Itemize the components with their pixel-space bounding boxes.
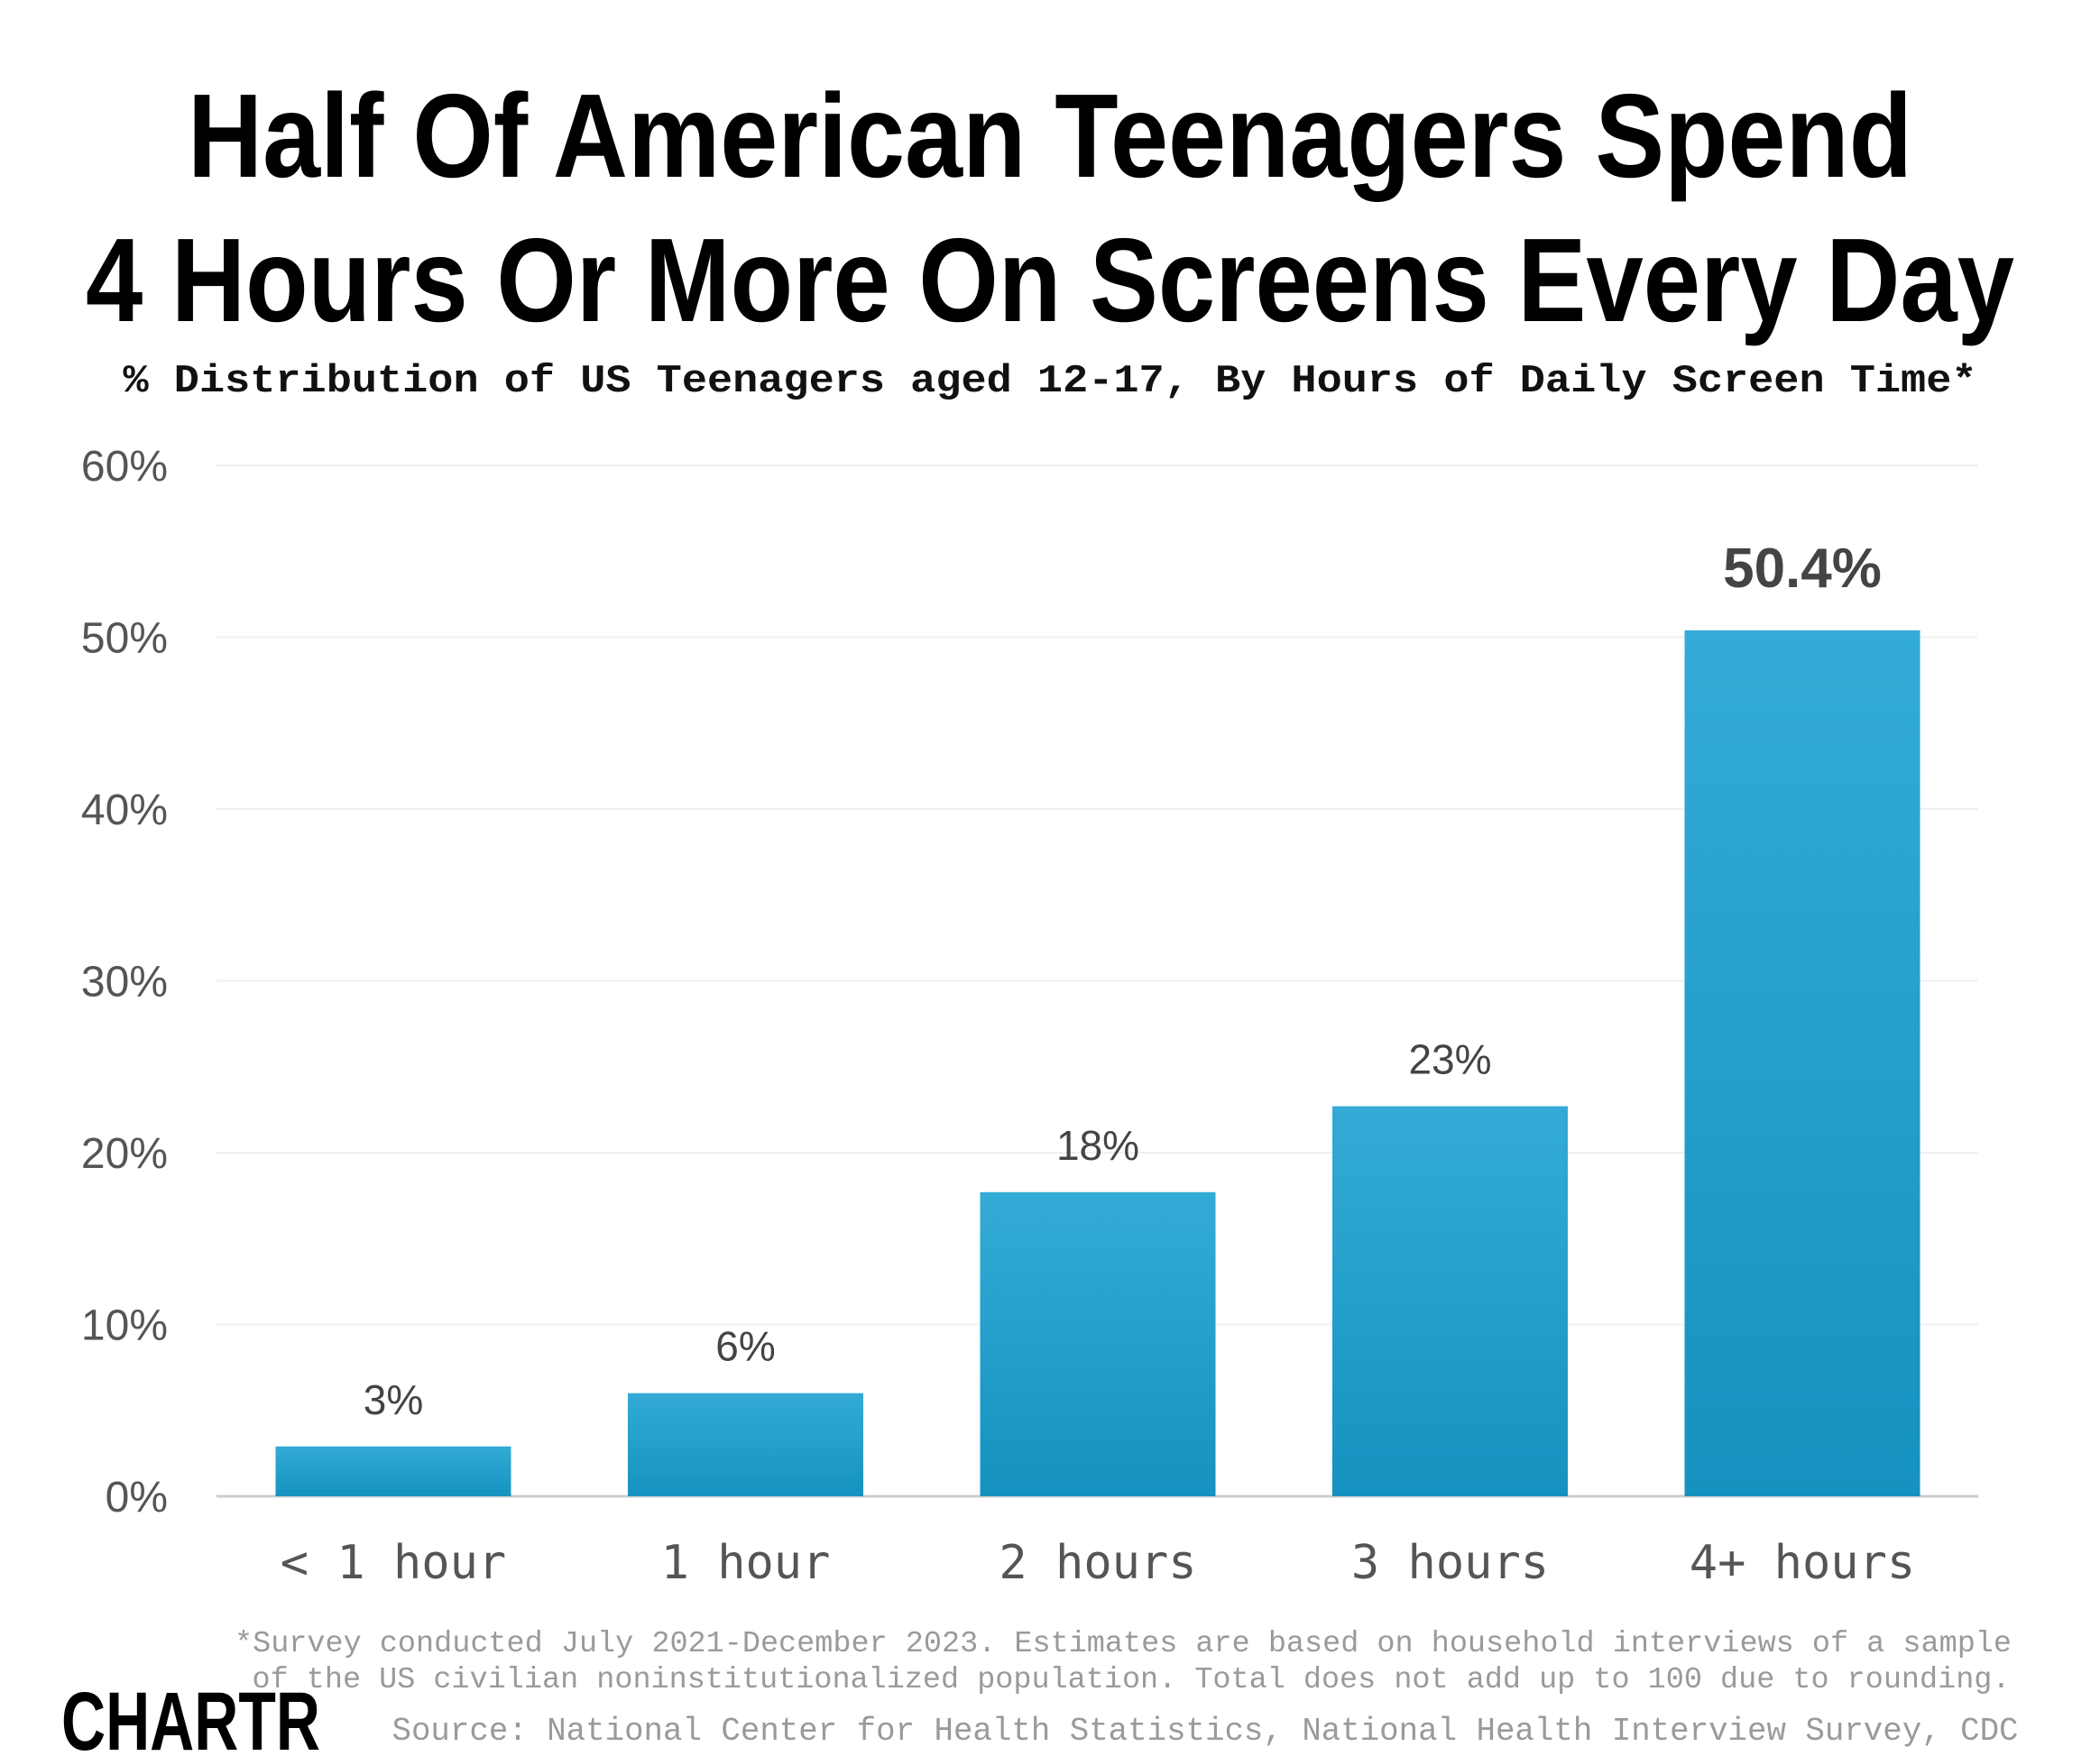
- y-tick-label: 30%: [81, 959, 168, 1007]
- y-tick-label: 60%: [81, 443, 168, 491]
- data-label: 18%: [1056, 1122, 1139, 1169]
- y-tick-label: 0%: [106, 1474, 168, 1522]
- x-tick-label: 4+ hours: [1690, 1536, 1915, 1590]
- bars: 3% 6% 18% 23% 50.4%: [275, 538, 1920, 1496]
- data-label: 6%: [715, 1323, 775, 1370]
- title-line-1: Half Of American Teenagers Spend: [188, 69, 1912, 202]
- source: Source: National Center for Health Stati…: [392, 1713, 2019, 1750]
- data-label: 3%: [364, 1376, 423, 1423]
- data-label: 23%: [1408, 1036, 1491, 1083]
- y-axis: 0% 10% 20% 30% 40% 50% 60%: [81, 443, 168, 1522]
- subtitle: % Distribution of US Teenagers aged 12-1…: [124, 359, 1977, 404]
- bar: [1684, 630, 1920, 1496]
- x-tick-label: < 1 hour: [281, 1536, 506, 1590]
- bar: [628, 1393, 863, 1496]
- y-tick-label: 20%: [81, 1130, 168, 1178]
- bar: [980, 1191, 1216, 1496]
- y-tick-label: 40%: [81, 786, 168, 834]
- bar: [1332, 1106, 1568, 1496]
- bar: [275, 1446, 511, 1496]
- data-label: 50.4%: [1723, 538, 1882, 600]
- x-axis: < 1 hour 1 hour 2 hours 3 hours 4+ hours: [281, 1536, 1915, 1590]
- x-tick-label: 1 hour: [661, 1536, 831, 1590]
- footnote-line-2: of the US civilian noninstitutionalized …: [253, 1663, 2011, 1696]
- footnote-line-1: *Survey conducted July 2021-December 202…: [235, 1627, 2012, 1660]
- y-tick-label: 50%: [81, 615, 168, 663]
- title-line-2: 4 Hours Or More On Screens Every Day: [86, 214, 2014, 346]
- chartr-logo: CHARTR: [61, 1676, 320, 1756]
- x-tick-label: 3 hours: [1351, 1536, 1549, 1590]
- y-tick-label: 10%: [81, 1302, 168, 1350]
- x-tick-label: 2 hours: [999, 1536, 1196, 1590]
